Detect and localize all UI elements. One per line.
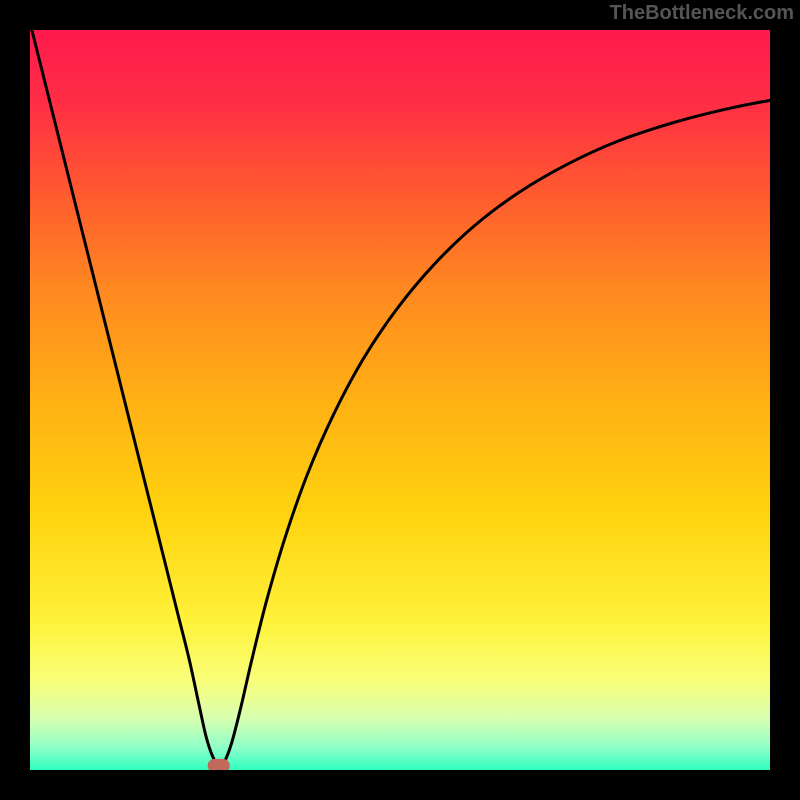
gradient-background: [30, 30, 770, 770]
chart-container: TheBottleneck.com: [0, 0, 800, 800]
plot-area: [30, 30, 770, 770]
optimum-marker: [208, 759, 230, 770]
plot-svg: [30, 30, 770, 770]
watermark-text: TheBottleneck.com: [610, 2, 794, 25]
